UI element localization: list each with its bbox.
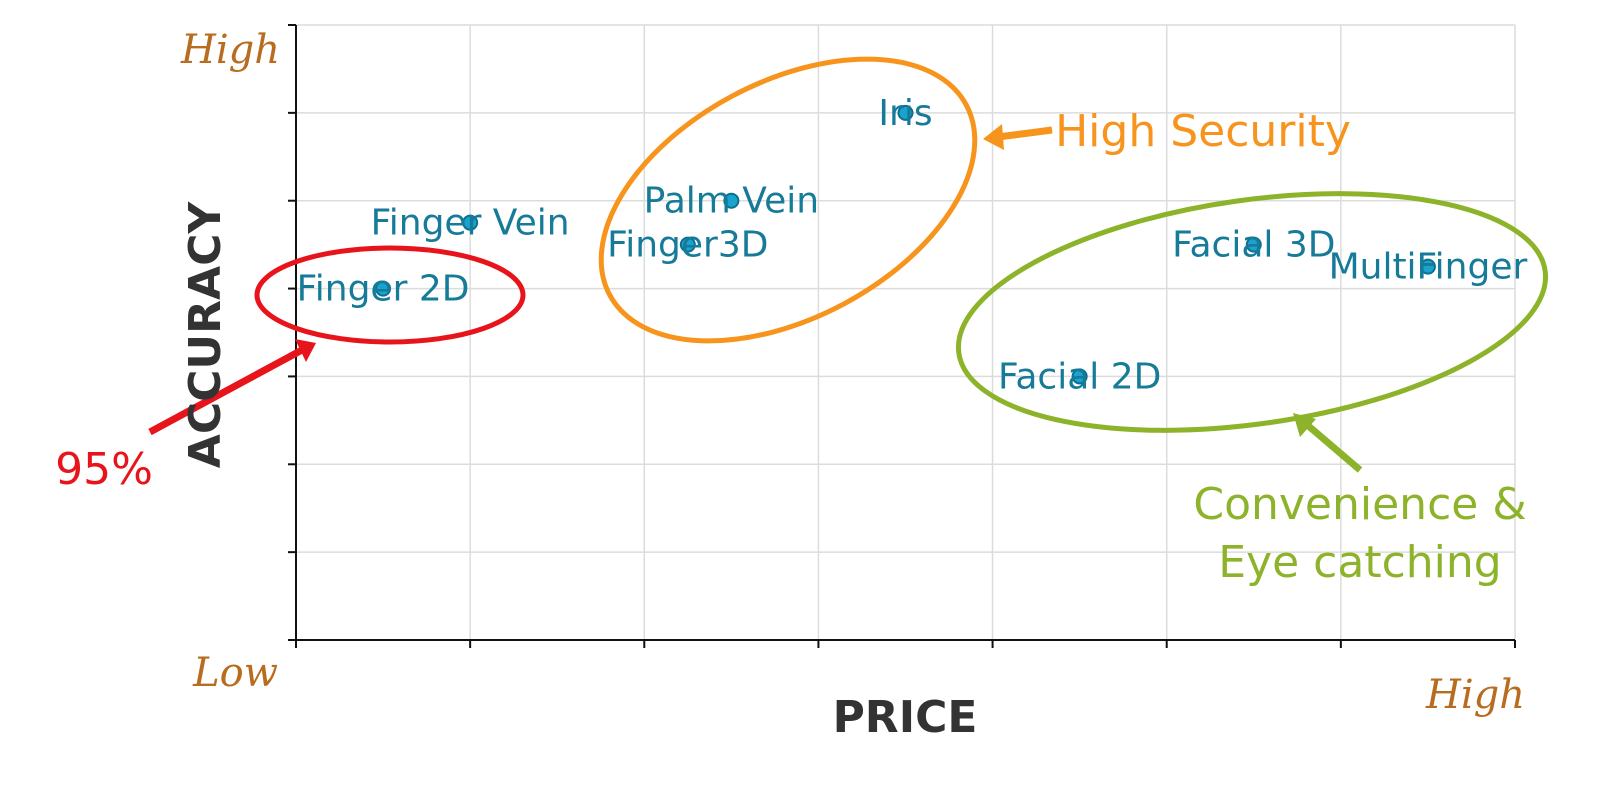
point — [897, 104, 914, 121]
annotation: 95% — [55, 444, 153, 495]
point-label: MultiFinger — [1329, 247, 1528, 288]
annotation: High Security — [1055, 106, 1351, 157]
point-label: Facial 3D — [1172, 225, 1335, 266]
arrow — [148, 339, 316, 436]
point — [375, 280, 392, 297]
arrow — [1293, 413, 1363, 473]
point-label: Palm Vein — [644, 181, 819, 222]
annotation: Eye catching — [1218, 537, 1501, 588]
x-tick-label: Low — [192, 650, 278, 696]
point — [462, 214, 479, 231]
point — [723, 192, 740, 209]
y-tick-label: High — [180, 27, 280, 73]
point-label: Iris — [878, 93, 932, 134]
point — [679, 236, 696, 253]
highlight-ellipse — [598, 56, 978, 344]
point-label: Finger Vein — [371, 203, 570, 244]
point — [1071, 368, 1088, 385]
x-axis-title: PRICE — [833, 692, 978, 743]
annotation: Convenience & — [1193, 479, 1526, 530]
point — [1419, 258, 1436, 275]
y-axis-title: ACCURACY — [180, 201, 231, 469]
point-label: Finger3D — [607, 225, 768, 266]
highlight-ellipse — [955, 191, 1549, 433]
highlight-ellipse — [254, 245, 526, 345]
grid: Low High High — [180, 24, 1525, 718]
point-label: Facial 2D — [998, 356, 1161, 397]
x-tick-label: High — [1425, 672, 1525, 718]
point-label: Finger 2D — [297, 269, 470, 310]
arrow — [983, 124, 1053, 150]
point — [1245, 236, 1262, 253]
